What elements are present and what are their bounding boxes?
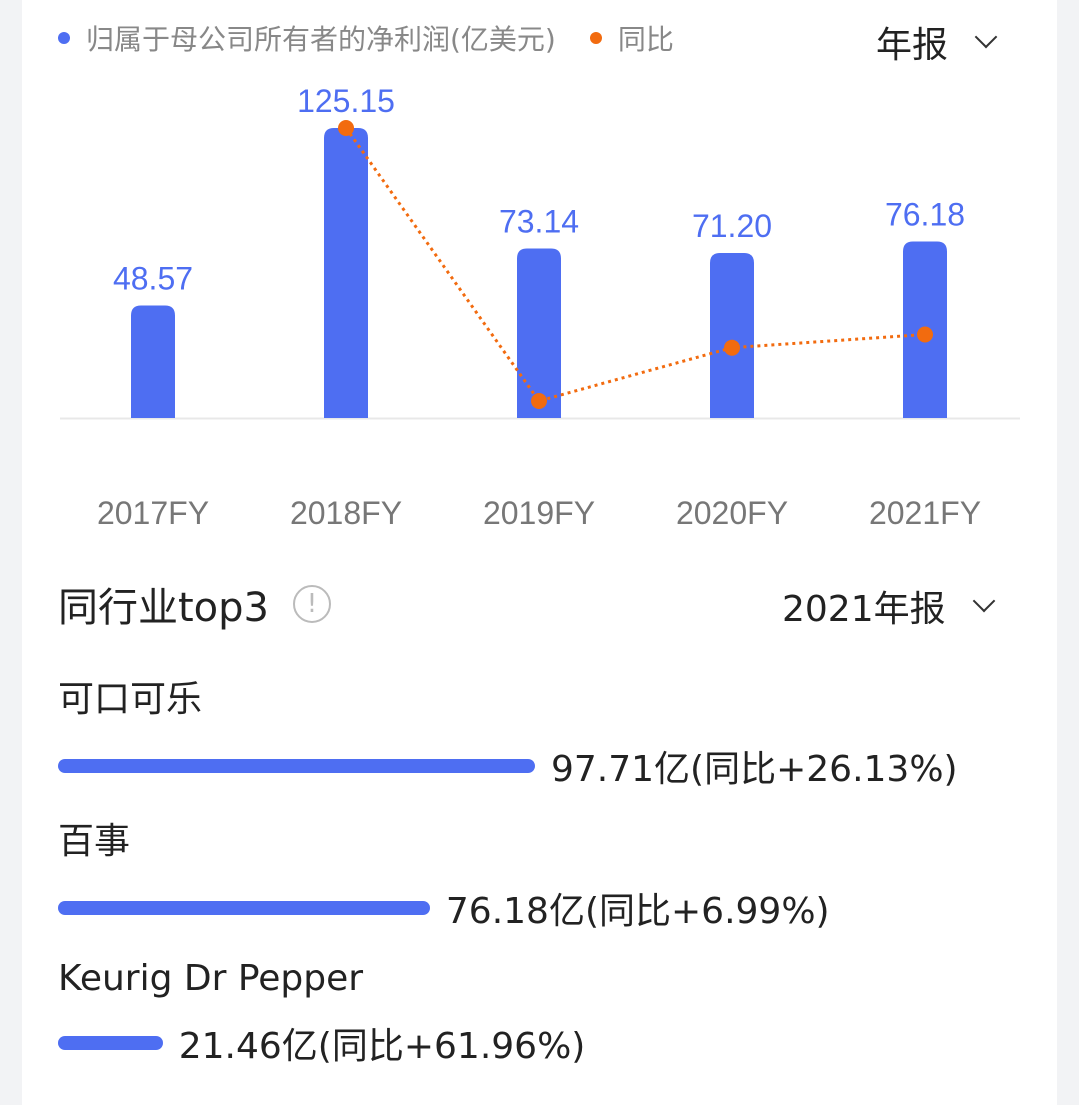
bar-label: 71.20: [692, 208, 772, 244]
chevron-down-icon: [972, 589, 995, 613]
period-dropdown[interactable]: 年报: [876, 16, 998, 68]
yoy-point: [724, 339, 740, 356]
legend-dot-yoy: [589, 32, 602, 44]
legend-net-profit: 归属于母公司所有者的净利润(亿美元): [86, 23, 556, 56]
bar-2019FY: [517, 248, 561, 418]
peer-item: 百事 76.18亿(同比+6.99%): [58, 812, 830, 934]
bar-label: 76.18: [885, 196, 965, 232]
peer-bar: [58, 759, 535, 773]
net-profit-chart: 48.57 2017FY 125.15 2018FY 73.14 2019FY 71.20 2…: [60, 83, 1020, 531]
yoy-point: [338, 120, 354, 136]
peer-value: 21.46亿(同比+61.96%): [178, 1026, 586, 1067]
legend-yoy: 同比: [617, 23, 674, 56]
chart-legend: 归属于母公司所有者的净利润(亿美元) 同比: [58, 18, 674, 58]
info-icon[interactable]: !: [293, 585, 331, 623]
yoy-point: [917, 326, 933, 343]
x-tick-label: 2017FY: [97, 495, 209, 531]
net-profit-card: [22, 0, 1057, 1105]
bar-2017FY: [131, 305, 175, 418]
bar-label: 48.57: [113, 260, 193, 296]
bar-label: 125.15: [297, 83, 395, 119]
bar-2018FY: [324, 128, 368, 418]
bar-label: 73.14: [499, 204, 579, 240]
peer-bar: [58, 1036, 163, 1050]
peers-period-dropdown[interactable]: 2021年报: [782, 580, 995, 632]
period-dropdown-label: 年报: [876, 25, 949, 66]
peer-name: 百事: [58, 821, 131, 862]
yoy-line: [344, 127, 926, 403]
x-tick-label: 2019FY: [483, 495, 595, 531]
peers-title: 同行业top3: [58, 585, 269, 631]
peer-bar: [58, 901, 430, 915]
yoy-point: [531, 393, 547, 409]
x-tick-label: 2020FY: [676, 495, 788, 531]
x-tick-label: 2021FY: [869, 495, 981, 531]
peer-value: 76.18亿(同比+6.99%): [445, 891, 830, 932]
peer-item: Keurig Dr Pepper 21.46亿(同比+61.96%): [58, 958, 585, 1069]
x-tick-label: 2018FY: [290, 495, 402, 531]
peers-period-label: 2021年报: [782, 589, 946, 630]
peer-name: 可口可乐: [58, 679, 203, 720]
bar-2020FY: [710, 253, 754, 418]
peer-value: 97.71亿(同比+26.13%): [551, 749, 958, 790]
peer-item: 可口可乐 97.71亿(同比+26.13%): [58, 670, 958, 792]
peers-section-title: 同行业top3 !: [58, 575, 331, 633]
peer-name: Keurig Dr Pepper: [58, 958, 364, 999]
legend-dot-net-profit: [58, 32, 70, 44]
